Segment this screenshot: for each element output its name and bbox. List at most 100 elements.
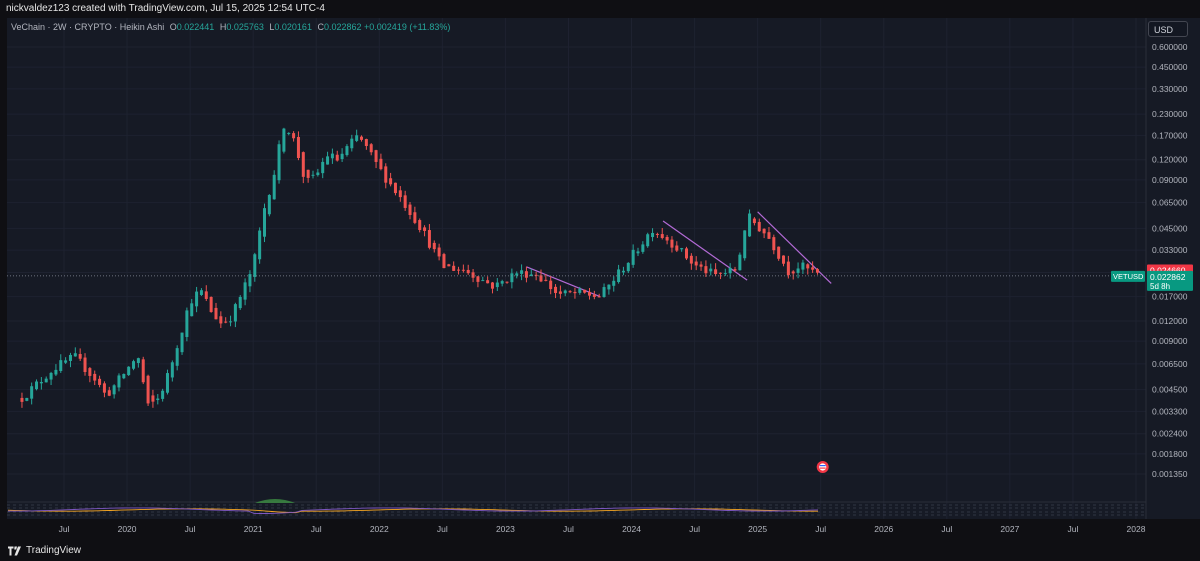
candle-body — [626, 262, 630, 272]
legend-open: 0.022441 — [176, 22, 215, 32]
candle-body — [355, 135, 359, 141]
y-tick-label: 0.012000 — [1152, 316, 1188, 326]
candle-body — [258, 230, 262, 260]
candle-body — [699, 264, 703, 267]
candle-body — [544, 279, 548, 281]
candles — [20, 127, 819, 408]
legend-close-label: C — [317, 22, 324, 32]
candle-body — [694, 261, 698, 266]
candle-body — [655, 233, 659, 235]
candle-body — [393, 182, 397, 194]
y-tick-label: 0.006500 — [1152, 359, 1188, 369]
candle-body — [689, 255, 693, 264]
x-tick-label: Jul — [941, 524, 952, 534]
candle-body — [306, 169, 310, 178]
candle-body — [54, 369, 58, 375]
candle-body — [369, 144, 373, 153]
ticker-tag — [1111, 270, 1145, 282]
candle-body — [587, 291, 591, 296]
y-axis-labels: 0.600000 0.450000 0.330000 0.230000 0.170000… — [1152, 42, 1188, 479]
x-axis-labels: Jul 2020 Jul 2021 Jul 2022 Jul 2023 Jul 2024 Jul 20… — [59, 524, 1146, 534]
candle-body — [733, 269, 737, 271]
trendline — [662, 220, 748, 281]
legend-high: 0.025763 — [226, 22, 264, 32]
candle-body — [156, 398, 160, 401]
candle-body — [326, 156, 330, 165]
y-tick-label: 0.230000 — [1152, 109, 1188, 119]
y-tick-label: 0.600000 — [1152, 42, 1188, 52]
candle-body — [316, 172, 320, 176]
x-tick-label: Jul — [437, 524, 448, 534]
candle-body — [389, 178, 393, 185]
candle-body — [500, 281, 504, 284]
countdown-label: 5d 8h — [1150, 282, 1170, 291]
candle-body — [132, 361, 136, 369]
candle-body — [117, 375, 121, 388]
candle-body — [777, 246, 781, 259]
candle-body — [597, 296, 601, 298]
footer-bar — [0, 540, 1200, 561]
x-tick-label: Jul — [311, 524, 322, 534]
chart-pane[interactable] — [7, 18, 1146, 519]
grid-lines — [7, 18, 1147, 519]
x-tick-label: 2026 — [874, 524, 893, 534]
candle-body — [136, 358, 140, 363]
candle-body — [646, 234, 650, 247]
candle-body — [524, 271, 528, 278]
candle-body — [815, 269, 819, 273]
x-tick-label: 2024 — [622, 524, 641, 534]
candle-body — [510, 273, 514, 283]
candle-body — [481, 280, 485, 282]
x-tick-label: Jul — [689, 524, 700, 534]
candle-body — [592, 294, 596, 297]
x-tick-label: 2025 — [748, 524, 767, 534]
candle-body — [437, 247, 441, 257]
candle-body — [35, 381, 39, 390]
y-tick-label: 0.002400 — [1152, 429, 1188, 439]
candle-body — [685, 248, 689, 259]
candle-body — [539, 275, 543, 282]
candle-body — [427, 230, 431, 248]
candle-body — [549, 280, 553, 290]
trendlines — [526, 211, 832, 298]
y-tick-label: 0.017000 — [1152, 292, 1188, 302]
currency-selector[interactable]: USD — [1148, 21, 1188, 37]
candle-body — [505, 281, 509, 283]
candle-body — [782, 255, 786, 264]
candle-body — [204, 291, 208, 299]
candle-body — [471, 272, 475, 278]
candle-body — [447, 264, 451, 267]
x-tick-label: 2022 — [370, 524, 389, 534]
tradingview-brand[interactable]: TradingView — [8, 545, 81, 556]
candle-body — [248, 274, 252, 287]
candle-body — [39, 382, 43, 384]
candle-body — [718, 272, 722, 274]
candle-body — [554, 286, 558, 294]
oscillator-signal-line — [8, 507, 819, 514]
candle-body — [102, 383, 106, 393]
x-tick-label: 2027 — [1000, 524, 1019, 534]
candle-body — [607, 284, 611, 290]
candle-body — [44, 378, 48, 383]
event-flag-inner — [819, 463, 827, 471]
candle-body — [762, 228, 766, 234]
candle-body — [408, 204, 412, 216]
candle-body — [442, 254, 446, 269]
candle-body — [292, 133, 296, 139]
x-tick-label: Jul — [1068, 524, 1079, 534]
candle-body — [520, 270, 524, 274]
candle-body — [374, 150, 378, 162]
candle-body — [563, 290, 567, 294]
candle-body — [578, 288, 582, 293]
candle-body — [714, 269, 718, 275]
x-tick-label: Jul — [563, 524, 574, 534]
candle-body — [112, 385, 116, 395]
tradingview-logo-icon — [8, 546, 21, 555]
candle-body — [59, 360, 63, 372]
candle-body — [573, 291, 577, 294]
candle-body — [238, 297, 242, 309]
candle-body — [476, 276, 480, 282]
candle-body — [568, 291, 572, 293]
